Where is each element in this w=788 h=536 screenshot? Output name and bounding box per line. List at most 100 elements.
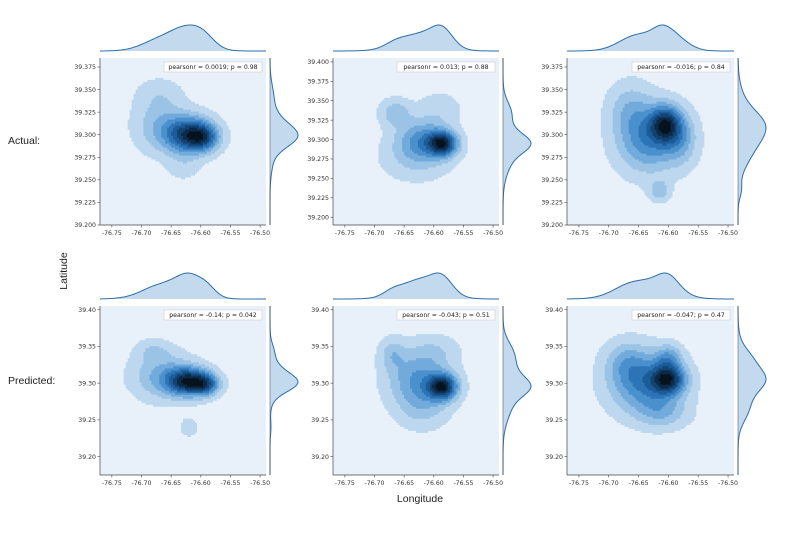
marginal-y-line	[502, 58, 532, 225]
marginal-x-line	[567, 24, 734, 52]
jointplot-panel-6: -76.75 -76.70 -76.65 -76.60 -76.55 -76.50 39.2…	[545, 272, 767, 487]
y-tick-label: 39.275	[74, 154, 96, 161]
x-tick-label: -76.75	[102, 480, 122, 487]
y-tick-label: 39.225	[307, 195, 329, 202]
y-axis-label: Latitude	[58, 252, 70, 290]
x-tick-label: -76.70	[365, 480, 385, 487]
legend-box	[396, 61, 496, 73]
x-tick-label: -76.75	[569, 230, 589, 237]
x-tick-label: -76.55	[453, 480, 473, 487]
marginal-y-fill	[503, 58, 531, 225]
marginal-x-line	[333, 272, 499, 300]
x-tick-label: -76.60	[658, 230, 678, 237]
x-tick-label: -76.50	[250, 230, 270, 237]
marginal-y-fill	[270, 306, 298, 475]
y-tick-label: 39.275	[307, 156, 329, 163]
y-tick-label: 39.25	[78, 417, 96, 424]
x-tick-label: -76.60	[191, 230, 211, 237]
x-tick-label: -76.65	[629, 480, 649, 487]
marginal-x-line	[99, 272, 266, 300]
y-tick-label: 39.30	[311, 380, 329, 387]
x-tick-label: -76.60	[191, 480, 211, 487]
x-tick-label: -76.50	[483, 230, 503, 237]
jointplot-panel-4: -76.75 -76.70 -76.65 -76.60 -76.55 -76.50 39.2…	[78, 272, 299, 487]
y-tick-label: 39.35	[311, 344, 329, 351]
marginal-x-fill	[100, 273, 266, 299]
x-tick-label: -76.65	[161, 230, 181, 237]
x-tick-label: -76.65	[394, 230, 414, 237]
x-tick-label: -76.50	[718, 480, 738, 487]
x-tick-label: -76.60	[424, 480, 444, 487]
y-tick-label: 39.300	[307, 137, 329, 144]
marginal-x-fill	[567, 25, 734, 51]
marginal-y-fill	[738, 58, 766, 225]
y-tick-label: 39.375	[541, 64, 563, 71]
x-tick-label: -76.70	[365, 230, 385, 237]
jointplot-panel-1: -76.75 -76.70 -76.65 -76.60 -76.55 -76.50 39.2…	[74, 24, 299, 237]
marginal-x-fill	[333, 25, 499, 51]
y-tick-label: 39.200	[541, 222, 563, 229]
y-tick-label: 39.325	[74, 109, 96, 116]
marginal-y-fill	[738, 306, 766, 475]
x-tick-label: -76.55	[688, 480, 708, 487]
legend-text: pearsonr = 0.013; p = 0.88	[403, 64, 488, 71]
kde-contours	[376, 93, 468, 184]
kde-level-9	[658, 374, 673, 385]
y-tick-label: 39.300	[541, 132, 563, 139]
marginal-x-fill	[333, 273, 499, 299]
y-tick-label: 39.225	[74, 200, 96, 207]
marginal-x-fill	[567, 273, 734, 299]
y-tick-label: 39.375	[307, 79, 329, 86]
y-tick-label: 39.40	[545, 307, 563, 314]
x-tick-label: -76.50	[718, 230, 738, 237]
y-tick-label: 39.25	[311, 417, 329, 424]
x-tick-label: -76.50	[483, 480, 503, 487]
kde-level-9	[181, 378, 203, 387]
marginal-x-line	[100, 24, 266, 52]
row-label-predicted: Predicted:	[8, 375, 55, 387]
kde-contours	[127, 77, 231, 180]
y-tick-label: 39.200	[74, 222, 96, 229]
legend-box	[631, 61, 731, 73]
marginal-y-fill	[270, 58, 298, 225]
x-tick-label: -76.75	[102, 230, 122, 237]
row-label-actual: Actual:	[8, 135, 40, 147]
x-tick-label: -76.75	[335, 230, 355, 237]
y-tick-label: 39.20	[311, 454, 329, 461]
jointplot-panel-2: -76.75 -76.70 -76.65 -76.60 -76.55 -76.50 39.2…	[307, 24, 532, 237]
y-tick-label: 39.325	[541, 109, 563, 116]
y-tick-label: 39.250	[74, 177, 96, 184]
y-tick-label: 39.200	[307, 214, 329, 221]
legend-text: pearsonr = -0.047; p = 0.47	[637, 312, 725, 319]
legend-box	[631, 309, 731, 321]
y-tick-label: 39.35	[78, 344, 96, 351]
legend-box	[163, 309, 263, 321]
x-tick-label: -76.50	[250, 480, 270, 487]
y-tick-label: 39.225	[541, 200, 563, 207]
marginal-x-line	[566, 272, 735, 300]
y-tick-label: 39.325	[307, 117, 329, 124]
legend-text: pearsonr = -0.14; p = 0.042	[169, 312, 257, 319]
x-tick-label: -76.60	[424, 230, 444, 237]
y-tick-label: 39.35	[545, 344, 563, 351]
kde-contours	[374, 334, 470, 433]
x-tick-label: -76.55	[688, 230, 708, 237]
y-tick-label: 39.250	[541, 177, 563, 184]
kde-level-9	[658, 119, 671, 134]
x-tick-label: -76.55	[453, 230, 473, 237]
kde-contours	[600, 75, 705, 204]
y-tick-label: 39.40	[311, 307, 329, 314]
legend-box	[163, 61, 263, 73]
x-tick-label: -76.75	[335, 480, 355, 487]
y-tick-label: 39.300	[74, 132, 96, 139]
kde-level-9	[435, 382, 446, 391]
x-axis-label: Longitude	[397, 493, 443, 505]
y-tick-label: 39.30	[78, 380, 96, 387]
x-tick-label: -76.75	[569, 480, 589, 487]
y-tick-label: 39.25	[545, 417, 563, 424]
y-tick-label: 39.250	[307, 176, 329, 183]
x-tick-label: -76.65	[394, 480, 414, 487]
x-tick-label: -76.70	[599, 480, 619, 487]
x-tick-label: -76.70	[132, 230, 152, 237]
legend-text: pearsonr = -0.016; p = 0.84	[637, 64, 725, 71]
